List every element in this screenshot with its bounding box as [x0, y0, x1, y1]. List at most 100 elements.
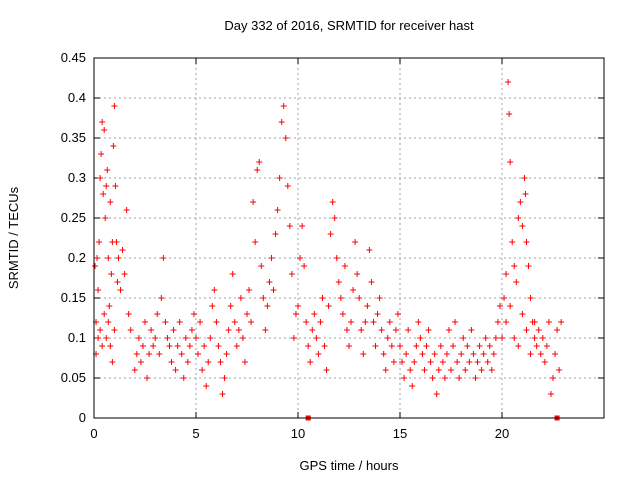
- data-point: [111, 103, 118, 109]
- grid-lines: [94, 58, 604, 418]
- data-point: [380, 351, 387, 357]
- data-point: [246, 287, 253, 293]
- data-point: [105, 255, 112, 261]
- data-point: [439, 359, 446, 365]
- data-point: [519, 311, 526, 317]
- data-point: [97, 175, 104, 181]
- data-point: [401, 375, 408, 381]
- data-point: [539, 335, 546, 341]
- data-point: [445, 327, 452, 333]
- data-point: [556, 367, 563, 373]
- data-point: [533, 343, 540, 349]
- data-point: [315, 351, 322, 357]
- data-point: [250, 199, 257, 205]
- data-point: [448, 367, 454, 373]
- data-point: [486, 343, 493, 349]
- data-point: [99, 343, 106, 349]
- data-point: [174, 343, 181, 349]
- data-point: [368, 279, 375, 285]
- y-tick-label: 0.35: [61, 130, 86, 145]
- data-point: [95, 287, 102, 293]
- data-point: [229, 271, 236, 277]
- data-point: [272, 231, 279, 237]
- data-point: [319, 295, 326, 301]
- data-point: [507, 159, 514, 165]
- data-point: [492, 335, 499, 341]
- data-point: [554, 327, 561, 333]
- data-point: [135, 335, 142, 341]
- y-tick-label: 0.2: [68, 250, 86, 265]
- data-point: [264, 303, 271, 309]
- data-point: [276, 175, 283, 181]
- data-point: [231, 319, 238, 325]
- data-point: [274, 207, 281, 213]
- data-point: [233, 343, 240, 349]
- data-point: [199, 367, 206, 373]
- data-points: [92, 79, 565, 421]
- data-point: [117, 287, 124, 293]
- data-point: [125, 311, 132, 317]
- data-point: [280, 103, 287, 109]
- data-point: [211, 287, 218, 293]
- data-point: [364, 303, 371, 309]
- data-point: [146, 351, 153, 357]
- data-point: [521, 175, 528, 181]
- data-point: [443, 351, 450, 357]
- data-point: [119, 247, 126, 253]
- data-point: [133, 351, 140, 357]
- data-point: [184, 359, 191, 365]
- data-point: [142, 319, 148, 325]
- data-point: [452, 319, 459, 325]
- data-point: [541, 359, 548, 365]
- data-point: [92, 263, 99, 269]
- data-point: [531, 319, 538, 325]
- data-point: [193, 335, 199, 341]
- data-point: [144, 375, 151, 381]
- data-point: [450, 343, 457, 349]
- data-point: [468, 327, 475, 333]
- data-point: [458, 351, 465, 357]
- data-point: [390, 359, 397, 365]
- data-point: [437, 343, 444, 349]
- x-tick-label: 5: [192, 426, 199, 441]
- data-point: [423, 343, 430, 349]
- data-point: [217, 359, 224, 365]
- data-point: [547, 391, 554, 397]
- data-point: [254, 167, 261, 173]
- data-point: [384, 335, 391, 341]
- data-point: [282, 135, 289, 141]
- data-point: [376, 295, 383, 301]
- data-point: [545, 319, 552, 325]
- data-point: [480, 351, 487, 357]
- data-point: [456, 375, 463, 381]
- data-point: [513, 279, 520, 285]
- data-point: [197, 319, 204, 325]
- data-point: [527, 351, 534, 357]
- data-point: [482, 335, 489, 341]
- data-point: [372, 343, 379, 349]
- data-point: [121, 271, 128, 277]
- data-point: [123, 207, 130, 213]
- data-point: [284, 183, 291, 189]
- y-tick-label: 0.15: [61, 290, 86, 305]
- data-point: [415, 319, 422, 325]
- data-point: [317, 319, 324, 325]
- data-point: [150, 343, 157, 349]
- data-point: [286, 223, 293, 229]
- data-point: [382, 367, 389, 373]
- data-point: [152, 335, 159, 341]
- data-point: [388, 343, 395, 349]
- data-point: [378, 327, 385, 333]
- data-point: [190, 311, 197, 317]
- data-point: [156, 351, 163, 357]
- data-point: [248, 319, 255, 325]
- data-point: [168, 359, 175, 365]
- data-point: [501, 295, 508, 301]
- data-point: [195, 351, 202, 357]
- data-point: [515, 215, 522, 221]
- data-point: [270, 287, 277, 293]
- data-point: [290, 335, 297, 341]
- data-point: [327, 231, 334, 237]
- data-point: [362, 319, 369, 325]
- data-point: [537, 351, 544, 357]
